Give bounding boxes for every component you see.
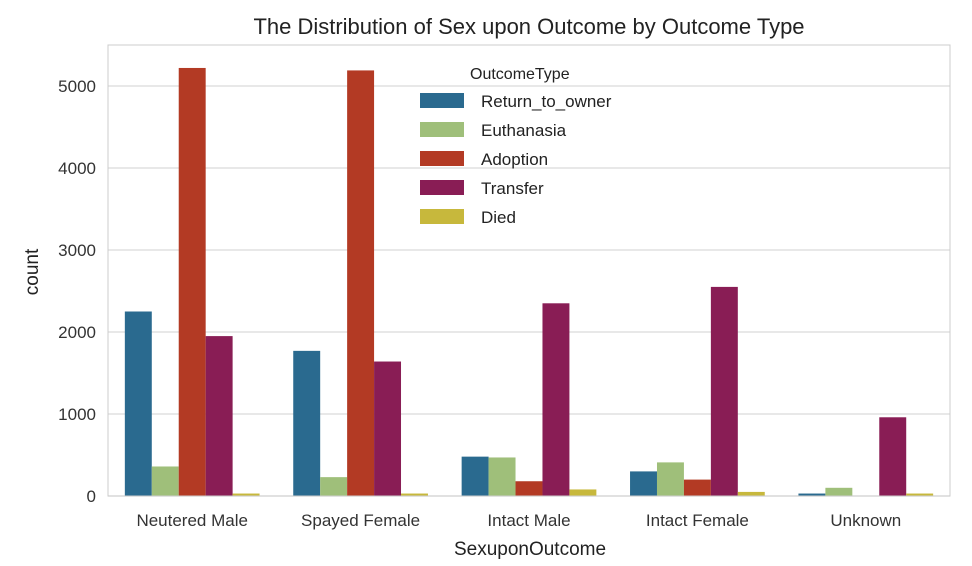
- bar: [347, 70, 375, 497]
- x-tick-label: Spayed Female: [301, 511, 420, 530]
- y-tick-label: 5000: [58, 77, 96, 96]
- legend-label: Euthanasia: [481, 121, 567, 140]
- legend-swatch: [420, 93, 464, 108]
- legend-label: Transfer: [481, 179, 544, 198]
- bar: [737, 491, 765, 496]
- bar: [401, 493, 428, 496]
- bar: [374, 361, 402, 496]
- x-tick-label: Intact Female: [646, 511, 749, 530]
- legend: OutcomeType Return_to_owner Euthanasia Ado…: [420, 66, 612, 227]
- bar: [178, 67, 206, 497]
- bar: [906, 493, 934, 496]
- bar: [488, 457, 516, 496]
- bar: [879, 417, 907, 496]
- x-axis-label: SexuponOutcome: [454, 539, 606, 560]
- x-tick-label: Intact Male: [487, 511, 570, 530]
- bars: [124, 67, 934, 497]
- y-tick-label: 1000: [58, 405, 96, 424]
- bar: [232, 493, 260, 496]
- bar: [293, 350, 321, 496]
- legend-label: Adoption: [481, 150, 548, 169]
- bar: [542, 303, 570, 496]
- legend-title: OutcomeType: [470, 66, 570, 83]
- bar: [320, 477, 348, 496]
- legend-items: Return_to_owner Euthanasia Adoption Transfe…: [420, 92, 612, 227]
- legend-label: Died: [481, 208, 516, 227]
- legend-swatch: [420, 180, 464, 195]
- bar: [461, 456, 489, 496]
- bar: [825, 487, 853, 496]
- plot-frame: [107, 44, 951, 497]
- bar: [683, 479, 711, 496]
- bar: [515, 481, 543, 496]
- legend-swatch: [420, 151, 464, 166]
- grid-lines: [108, 85, 950, 497]
- x-tick-label: Neutered Male: [136, 511, 248, 530]
- legend-swatch: [420, 122, 464, 137]
- chart-title: The Distribution of Sex upon Outcome by …: [253, 14, 804, 39]
- legend-label: Return_to_owner: [481, 92, 612, 111]
- y-axis-label: count: [22, 248, 43, 295]
- legend-swatch: [420, 209, 464, 224]
- bar: [151, 466, 179, 496]
- bar: [656, 462, 684, 496]
- bar: [569, 489, 597, 496]
- bar: [124, 311, 152, 496]
- bar: [710, 286, 738, 496]
- y-tick-label: 0: [87, 487, 96, 506]
- y-tick-label: 3000: [58, 241, 96, 260]
- bar: [205, 336, 233, 496]
- y-axis-ticks: 0 1000 2000 3000 4000 5000: [58, 77, 96, 506]
- bar: [630, 471, 657, 496]
- x-axis-ticks: Neutered Male Spayed Female Intact Male Int…: [136, 511, 901, 530]
- y-tick-label: 2000: [58, 323, 96, 342]
- y-tick-label: 4000: [58, 159, 96, 178]
- x-tick-label: Unknown: [830, 511, 901, 530]
- bar: [798, 493, 826, 496]
